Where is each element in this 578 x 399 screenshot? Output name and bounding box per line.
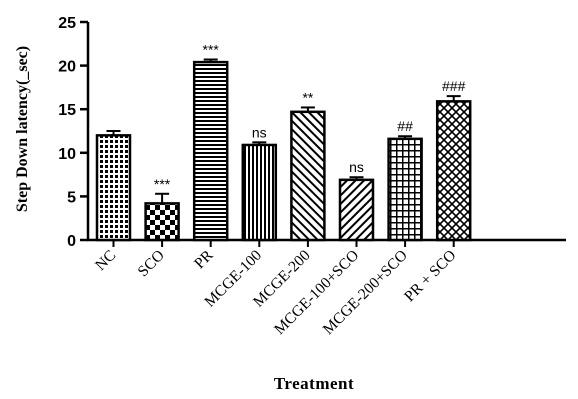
significance-label: *** xyxy=(203,41,220,57)
bar-8 xyxy=(435,100,472,242)
significance-label: *** xyxy=(154,176,171,192)
x-category-label: SCO xyxy=(135,247,168,280)
significance-label: ### xyxy=(442,78,466,94)
bars-group: ******ns**ns##### xyxy=(95,41,472,242)
y-tick-label: 25 xyxy=(58,15,76,32)
bar-2 xyxy=(144,202,180,242)
bar-4 xyxy=(241,143,278,242)
significance-label: ** xyxy=(302,89,313,105)
x-category-label: PR + SCO xyxy=(401,247,459,305)
y-tick-label: 5 xyxy=(67,189,76,206)
x-category-label: NC xyxy=(92,247,119,274)
x-category-label: MCGE-200+SCO xyxy=(320,247,411,338)
y-tick-label: 0 xyxy=(67,233,76,250)
x-category-label: MCGE-100+SCO xyxy=(271,247,362,338)
significance-label: ns xyxy=(252,124,267,140)
bar-1 xyxy=(95,134,132,242)
x-category-label: PR xyxy=(191,246,217,272)
y-tick-label: 20 xyxy=(58,59,76,76)
bar-6 xyxy=(338,178,375,242)
significance-label: ns xyxy=(349,159,364,175)
y-tick-label: 15 xyxy=(58,102,76,119)
bar-3 xyxy=(192,60,229,242)
significance-label: ## xyxy=(397,118,413,134)
labels-group: Step Down latency(_sec) Treatment xyxy=(14,46,354,393)
bar-7 xyxy=(387,137,423,242)
y-axis-label: Step Down latency(_sec) xyxy=(14,46,31,212)
y-tick-label: 10 xyxy=(58,146,76,163)
bar-5 xyxy=(290,110,326,242)
x-axis-label: Treatment xyxy=(274,374,354,393)
